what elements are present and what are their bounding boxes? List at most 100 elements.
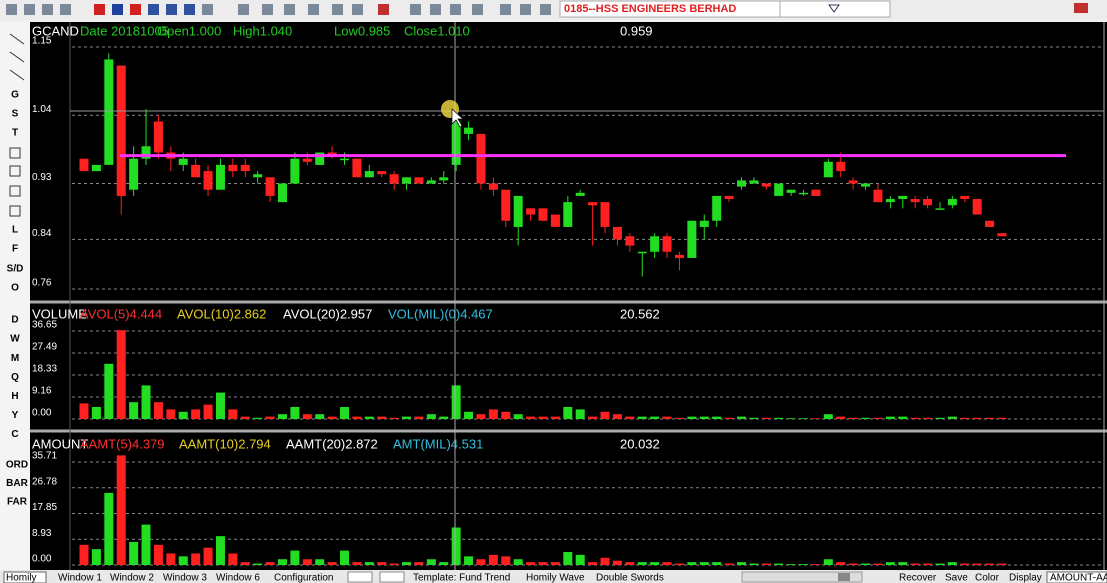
volume-bar	[79, 403, 89, 419]
volume-bar	[575, 409, 585, 419]
template-link[interactable]: Double Swords	[596, 573, 664, 583]
volume-bar	[352, 416, 362, 419]
volume-bar	[662, 416, 672, 419]
volume-bar	[352, 562, 362, 565]
tool-button[interactable]: F	[12, 244, 18, 255]
window-tab[interactable]: Window 3	[163, 573, 207, 583]
volume-bar	[451, 527, 461, 565]
line-tool[interactable]	[9, 33, 25, 45]
tool-icon[interactable]	[9, 185, 21, 197]
tool-icon[interactable]	[9, 205, 21, 217]
candle-body	[650, 236, 660, 252]
volume-bar	[712, 562, 722, 565]
period-button[interactable]: C	[11, 429, 18, 440]
y-tick-label: 17.85	[32, 502, 57, 513]
candle-body	[302, 158, 312, 162]
volume-bar	[923, 563, 933, 565]
indicator-label: Close1.010	[404, 23, 470, 38]
volume-bar	[215, 392, 225, 419]
mode-button[interactable]: FAR	[7, 497, 28, 508]
candle-body	[836, 161, 846, 172]
y-tick-label: 36.65	[32, 320, 57, 331]
candle-body	[947, 199, 957, 206]
chart-area	[30, 22, 1107, 570]
period-button[interactable]: D	[11, 315, 18, 326]
y-tick-label: 9.16	[32, 386, 52, 397]
candle-body	[687, 220, 697, 258]
volume-bar	[823, 414, 833, 419]
volume-bar	[315, 559, 325, 565]
y-tick-label: 0.84	[32, 228, 52, 239]
candle-body	[414, 177, 424, 184]
volume-bar	[588, 416, 598, 419]
indicator-label: AVOL(10)2.862	[177, 306, 266, 321]
window-tab[interactable]: Configuration	[274, 573, 333, 583]
candle-body	[240, 164, 250, 172]
volume-bar	[104, 363, 114, 419]
indicator-label: AAMT(5)4.379	[80, 436, 165, 451]
stock-name: 0185--HSS ENGINEERS BERHAD	[564, 3, 736, 15]
candle-body	[985, 220, 995, 227]
volume-bar	[935, 417, 945, 419]
tool-icon[interactable]	[9, 147, 21, 159]
window-tab[interactable]: Window 1	[58, 573, 102, 583]
bottom-button[interactable]: AMOUNT-AA	[1050, 573, 1107, 583]
spinner[interactable]	[347, 571, 373, 583]
period-button[interactable]: Q	[11, 372, 19, 383]
period-button[interactable]: W	[10, 334, 20, 345]
period-button[interactable]: H	[11, 391, 18, 402]
tool-button[interactable]: O	[11, 283, 19, 294]
stock-dropdown[interactable]	[779, 0, 891, 18]
volume-bar	[91, 406, 101, 419]
toolbar-icons[interactable]	[6, 4, 551, 15]
segment-tool[interactable]	[9, 69, 25, 81]
window-tab[interactable]: Window 2	[110, 573, 154, 583]
period-button[interactable]: Y	[12, 410, 19, 421]
candle-body	[501, 189, 511, 221]
template-link[interactable]: Template: Fund Trend	[413, 573, 510, 583]
tool-button[interactable]: L	[12, 225, 18, 236]
period-button[interactable]: M	[11, 353, 19, 364]
window-tab[interactable]: Window 6	[216, 573, 260, 583]
mode-button[interactable]: ORD	[6, 460, 28, 471]
volume-bar	[166, 553, 176, 565]
volume-bar	[898, 416, 908, 419]
y-tick-label: 0.00	[32, 408, 52, 419]
candle-body	[253, 174, 263, 178]
volume-bar	[960, 563, 970, 565]
tool-icon[interactable]	[9, 165, 21, 177]
candle-body	[79, 158, 89, 172]
candle-body	[774, 183, 784, 196]
select-box[interactable]	[1046, 571, 1107, 583]
volume-bar	[650, 562, 660, 565]
y-tick-label: 27.49	[32, 342, 57, 353]
bottom-button[interactable]: Display	[1009, 573, 1042, 583]
tab-box[interactable]	[3, 571, 47, 583]
cursor-value: 20.032	[620, 436, 660, 451]
tool-button[interactable]: T	[12, 128, 18, 139]
template-link[interactable]: Homily Wave	[526, 573, 585, 583]
bottom-button[interactable]: Save	[945, 573, 968, 583]
tool-button[interactable]: S	[12, 109, 19, 120]
volume-bar	[662, 562, 672, 565]
tool-button[interactable]: G	[11, 90, 19, 101]
mode-button[interactable]: BAR	[6, 478, 28, 489]
bottom-button[interactable]: Color	[975, 573, 1000, 583]
scrollbar[interactable]	[741, 571, 863, 583]
indicator-label: AAMT(10)2.794	[179, 436, 271, 451]
volume-bar	[563, 406, 573, 419]
ray-tool[interactable]	[9, 51, 25, 63]
scroll-thumb[interactable]	[838, 573, 850, 581]
spinner[interactable]	[379, 571, 405, 583]
tool-button[interactable]: S/D	[7, 264, 24, 275]
indicator-label: AMOUNT	[32, 436, 88, 451]
volume-bar	[402, 416, 412, 419]
volume-bar	[116, 330, 126, 419]
bottom-button[interactable]: Recover	[899, 573, 937, 583]
volume-bar	[687, 562, 697, 565]
candle-body	[215, 164, 225, 190]
candle-body	[277, 183, 287, 203]
volume-bar	[439, 562, 449, 565]
window-tab[interactable]: Homily	[6, 573, 37, 583]
